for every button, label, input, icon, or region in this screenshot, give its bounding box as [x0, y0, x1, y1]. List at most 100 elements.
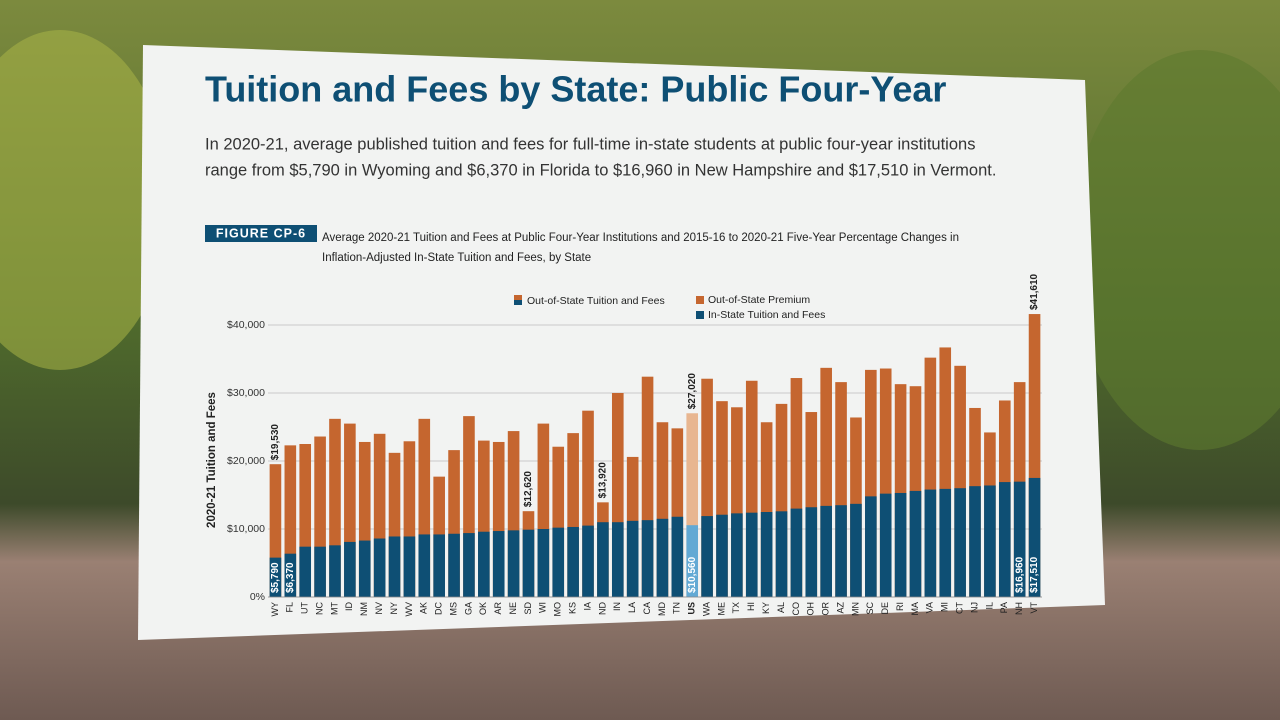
value-label: $6,370	[285, 562, 296, 593]
bar	[954, 365, 966, 597]
x-tick-label: LA	[627, 602, 637, 613]
bar	[388, 452, 401, 597]
x-tick-label: MN	[850, 602, 860, 616]
bar	[731, 513, 743, 597]
value-label: $10,560	[687, 556, 698, 593]
value-label: $19,530	[270, 424, 281, 461]
x-tick-label: KS	[568, 602, 578, 614]
bar	[567, 526, 579, 597]
bar	[537, 423, 550, 597]
bar	[314, 546, 326, 597]
x-tick-label: NM	[359, 602, 369, 616]
x-tick-label: CA	[642, 602, 652, 615]
y-tick-label: 0%	[250, 591, 265, 603]
x-tick-label: NJ	[969, 602, 979, 613]
x-tick-label: OH	[806, 602, 816, 616]
y-axis-label: 2020-21 Tuition and Fees	[206, 392, 218, 528]
y-tick-label: $20,000	[227, 455, 265, 467]
x-tick-label: NE	[508, 602, 518, 615]
y-tick-label: $10,000	[227, 523, 265, 535]
bar	[850, 503, 862, 597]
bar	[299, 546, 312, 597]
bar	[805, 412, 818, 597]
bar	[701, 378, 713, 597]
bar	[879, 368, 892, 597]
bar	[626, 520, 639, 597]
bar	[463, 533, 475, 597]
x-tick-label: DC	[434, 602, 444, 615]
bar	[463, 416, 475, 597]
foliage	[1070, 50, 1280, 450]
x-tick-label: IA	[582, 602, 592, 611]
bar	[418, 534, 431, 597]
bar	[597, 522, 609, 597]
bar	[507, 530, 520, 597]
x-tick-label: NV	[374, 602, 384, 615]
bar	[418, 418, 431, 597]
y-tick-label: $30,000	[227, 387, 265, 399]
x-tick-label: MT	[329, 602, 339, 615]
x-tick-label: OK	[478, 602, 488, 615]
bar	[403, 536, 416, 597]
x-tick-label: AZ	[835, 602, 845, 614]
figure-badge	[205, 225, 317, 242]
bar	[745, 512, 758, 597]
bar	[924, 357, 937, 597]
x-tick-label: IN	[612, 602, 622, 611]
bar	[1028, 314, 1041, 597]
x-tick-label: SC	[865, 602, 875, 615]
bar	[716, 514, 728, 597]
x-tick-label: AL	[776, 602, 786, 613]
chart-title: Tuition and Fees by State: Public Four-Y…	[205, 69, 946, 110]
bar	[671, 516, 684, 597]
bar	[582, 410, 594, 597]
bar	[954, 488, 966, 597]
bar	[686, 413, 699, 597]
x-tick-label: AR	[493, 602, 503, 615]
bar	[865, 369, 877, 597]
x-tick-label: OR	[821, 601, 831, 615]
bar	[358, 441, 371, 597]
value-label: $16,960	[1014, 556, 1025, 593]
bar	[611, 522, 624, 597]
y-tick-label: $40,000	[227, 319, 265, 331]
x-tick-label: TN	[672, 602, 682, 614]
bar	[492, 441, 505, 597]
value-label: $12,620	[523, 471, 534, 508]
x-tick-label: MS	[448, 602, 458, 616]
value-label: $13,920	[598, 462, 609, 499]
bar	[344, 423, 356, 597]
bar	[641, 520, 654, 597]
x-tick-label: ND	[597, 602, 607, 615]
bar	[984, 485, 996, 597]
bar	[507, 431, 520, 597]
bar	[478, 440, 490, 597]
figure-label: FIGURE CP-6	[216, 226, 306, 240]
x-tick-label: IL	[984, 602, 994, 610]
bar	[567, 433, 579, 597]
x-tick-label: UT	[300, 602, 310, 614]
bar	[448, 450, 460, 597]
x-tick-label: SD	[523, 602, 533, 615]
x-tick-label: AK	[419, 602, 429, 614]
value-label: $17,510	[1029, 556, 1040, 593]
bar	[731, 407, 743, 597]
bar	[329, 545, 341, 597]
value-label: $27,020	[687, 373, 698, 410]
x-tick-label: CO	[791, 602, 801, 616]
bar	[284, 553, 297, 597]
x-tick-label: GA	[463, 602, 473, 615]
legend-label: Out-of-State Tuition and Fees	[527, 295, 665, 307]
bar	[656, 518, 669, 597]
bar	[924, 489, 937, 597]
x-tick-label: NH	[1014, 602, 1024, 615]
bar	[790, 378, 803, 597]
subtitle: In 2020-21, average published tuition an…	[205, 135, 975, 153]
bar	[269, 557, 282, 597]
bar	[433, 534, 445, 597]
value-label: $41,610	[1029, 273, 1040, 310]
legend-swatch	[696, 296, 704, 304]
caption: Average 2020-21 Tuition and Fees at Publ…	[322, 232, 959, 244]
